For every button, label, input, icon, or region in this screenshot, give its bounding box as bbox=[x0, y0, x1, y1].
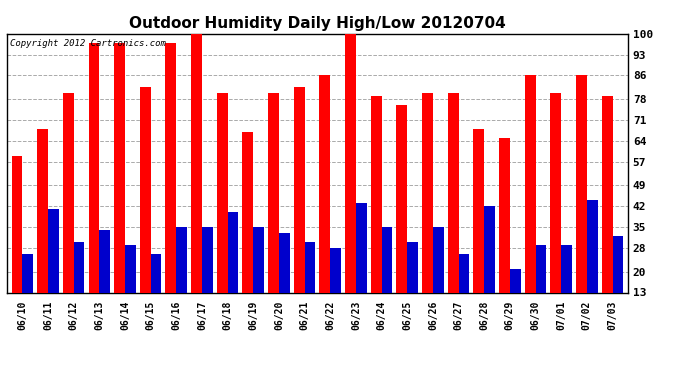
Bar bbox=[22, 254, 33, 292]
Bar bbox=[242, 132, 253, 292]
Bar bbox=[279, 233, 290, 292]
Bar bbox=[99, 230, 110, 292]
Bar bbox=[510, 269, 521, 292]
Title: Outdoor Humidity Daily High/Low 20120704: Outdoor Humidity Daily High/Low 20120704 bbox=[129, 16, 506, 31]
Bar bbox=[202, 227, 213, 292]
Bar bbox=[586, 200, 598, 292]
Bar bbox=[473, 129, 484, 292]
Bar bbox=[551, 93, 561, 292]
Bar bbox=[576, 75, 586, 292]
Bar bbox=[304, 242, 315, 292]
Bar bbox=[268, 93, 279, 292]
Bar bbox=[561, 245, 572, 292]
Bar bbox=[382, 227, 393, 292]
Bar bbox=[407, 242, 418, 292]
Bar bbox=[150, 254, 161, 292]
Bar bbox=[63, 93, 74, 292]
Bar bbox=[191, 34, 202, 292]
Bar bbox=[176, 227, 187, 292]
Bar bbox=[433, 227, 444, 292]
Bar bbox=[484, 206, 495, 292]
Bar bbox=[613, 236, 623, 292]
Bar bbox=[114, 43, 125, 292]
Bar bbox=[524, 75, 535, 292]
Bar bbox=[125, 245, 136, 292]
Bar bbox=[397, 105, 407, 292]
Bar bbox=[217, 93, 228, 292]
Bar bbox=[88, 43, 99, 292]
Bar bbox=[448, 93, 459, 292]
Bar bbox=[371, 96, 382, 292]
Bar bbox=[602, 96, 613, 292]
Bar bbox=[294, 87, 304, 292]
Text: Copyright 2012 Cartronics.com: Copyright 2012 Cartronics.com bbox=[10, 39, 166, 48]
Bar bbox=[345, 34, 356, 292]
Bar bbox=[499, 138, 510, 292]
Bar bbox=[12, 156, 22, 292]
Bar bbox=[74, 242, 84, 292]
Bar bbox=[37, 129, 48, 292]
Bar bbox=[140, 87, 150, 292]
Bar bbox=[535, 245, 546, 292]
Bar bbox=[48, 209, 59, 292]
Bar bbox=[459, 254, 469, 292]
Bar bbox=[253, 227, 264, 292]
Bar bbox=[356, 203, 366, 292]
Bar bbox=[228, 212, 238, 292]
Bar bbox=[319, 75, 331, 292]
Bar bbox=[422, 93, 433, 292]
Bar bbox=[166, 43, 176, 292]
Bar bbox=[331, 248, 341, 292]
